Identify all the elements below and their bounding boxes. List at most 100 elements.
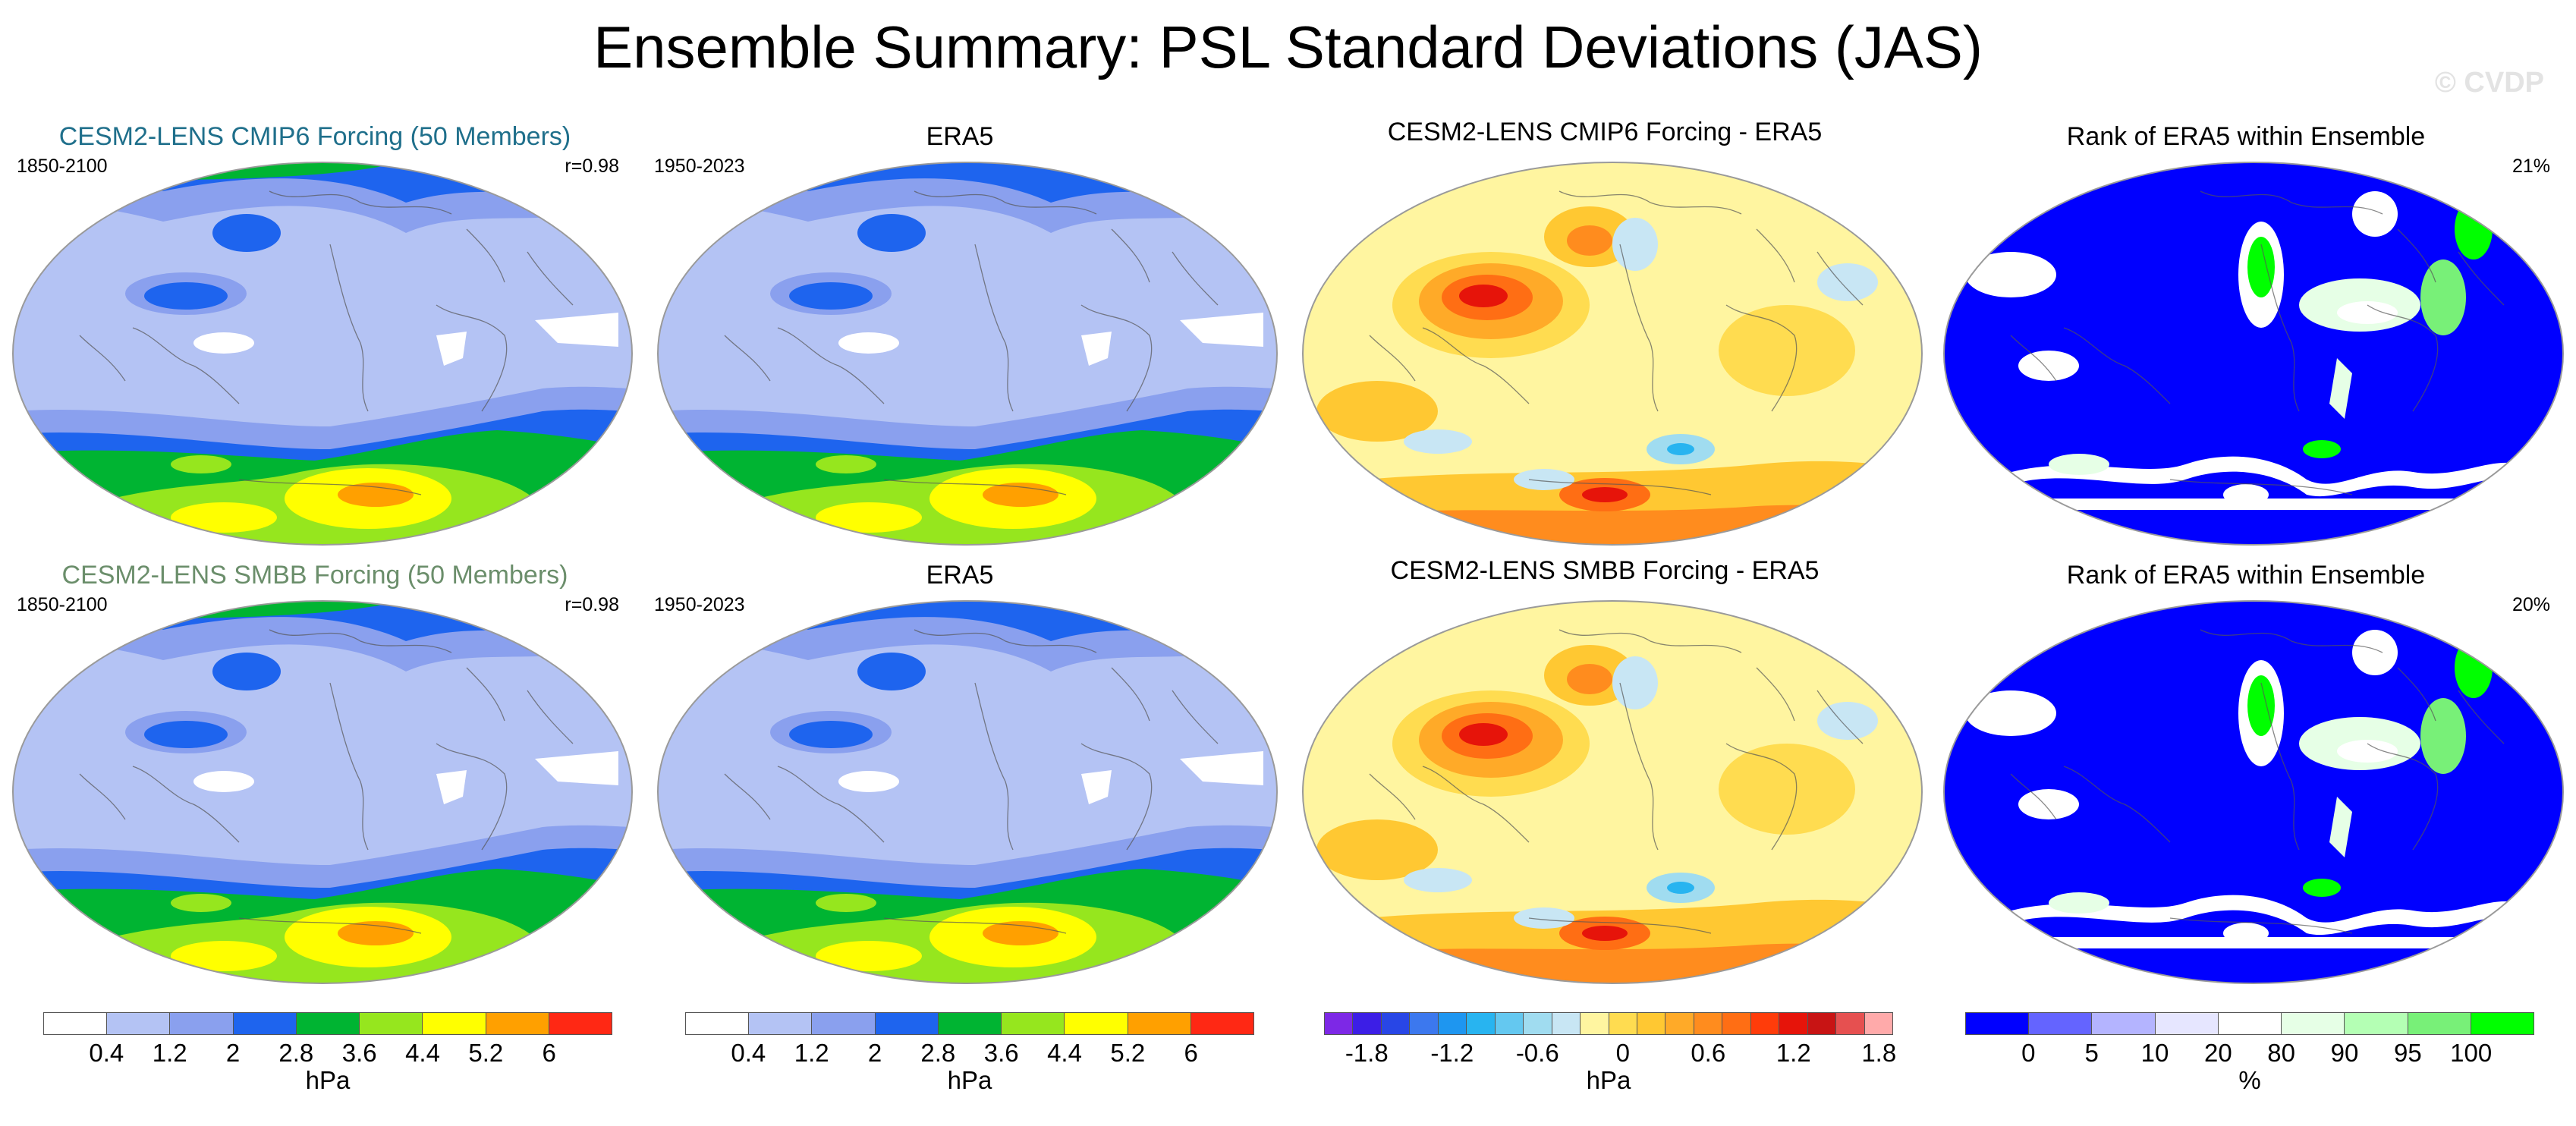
colorbar-tick-label: 0.4 bbox=[89, 1039, 124, 1067]
correlation-label: r=0.98 bbox=[565, 156, 619, 177]
rank-percent-label: 20% bbox=[2512, 594, 2550, 615]
colorbar-swatch bbox=[749, 1013, 813, 1034]
std-map bbox=[657, 162, 1278, 546]
colorbar-swatch bbox=[170, 1013, 234, 1034]
colorbar-tick-label: 6 bbox=[542, 1039, 556, 1067]
colorbar-swatch bbox=[486, 1013, 549, 1034]
colorbar-tick-label: 3.6 bbox=[341, 1039, 377, 1067]
colorbar-tick-label: 3.6 bbox=[983, 1039, 1019, 1067]
colorbar-swatch bbox=[423, 1013, 486, 1034]
colorbar-tick-label: 10 bbox=[2140, 1039, 2169, 1067]
colorbar-swatch bbox=[1836, 1013, 1865, 1034]
colorbar-tick-label: 0 bbox=[2021, 1039, 2036, 1067]
colorbar-swatch bbox=[1807, 1013, 1837, 1034]
colorbar-unit: hPa bbox=[1586, 1066, 1631, 1094]
colorbar-tick-label: 100 bbox=[2450, 1039, 2493, 1067]
period-label: 1850-2100 bbox=[17, 594, 108, 615]
colorbar-std-2: 0.4 1.2 2 2.8 3.6 4.4 5.2 6 hPa bbox=[685, 1012, 1254, 1126]
colorbar-tick-label: 4.4 bbox=[1047, 1039, 1082, 1067]
diff-map bbox=[1302, 162, 1923, 546]
figure-title: Ensemble Summary: PSL Standard Deviation… bbox=[593, 14, 1983, 80]
colorbar-swatch bbox=[1609, 1013, 1637, 1034]
std-map bbox=[12, 600, 633, 984]
colorbar-tick-label: 80 bbox=[2267, 1039, 2296, 1067]
rank-map bbox=[1943, 600, 2564, 984]
colorbar-swatch bbox=[1190, 1013, 1253, 1034]
colorbar-tick-label: -1.8 bbox=[1345, 1039, 1389, 1067]
colorbar-swatch bbox=[549, 1013, 612, 1034]
colorbar-tick-label: 6 bbox=[1184, 1039, 1198, 1067]
colorbar-tick-label: 95 bbox=[2393, 1039, 2422, 1067]
colorbar-tick-label: 0 bbox=[1615, 1039, 1630, 1067]
rank-percent-label: 21% bbox=[2512, 156, 2550, 177]
colorbar-swatch bbox=[1495, 1013, 1524, 1034]
colorbar-swatch bbox=[1381, 1013, 1411, 1034]
colorbar-boxes bbox=[1965, 1012, 2534, 1035]
panel-rank-row2: Rank of ERA5 within Ensemble 20% bbox=[1931, 560, 2564, 992]
colorbar-swatch bbox=[1002, 1013, 1065, 1034]
colorbar-diff: -1.8 -1.2 -0.6 0 0.6 1.2 1.8 hPa bbox=[1324, 1012, 1897, 1126]
colorbar-swatch bbox=[296, 1013, 360, 1034]
period-label: 1950-2023 bbox=[654, 594, 745, 615]
colorbar-swatch bbox=[875, 1013, 939, 1034]
panel-title: CESM2-LENS SMBB Forcing - ERA5 bbox=[1390, 556, 1820, 585]
panel-title: Rank of ERA5 within Ensemble bbox=[2066, 122, 2426, 151]
colorbar-tick-label: 90 bbox=[2330, 1039, 2359, 1067]
colorbar-swatch bbox=[1581, 1013, 1609, 1034]
colorbar-tick-label: 2.8 bbox=[920, 1039, 956, 1067]
colorbar-tick-label: 0.4 bbox=[731, 1039, 766, 1067]
colorbar-swatch bbox=[1864, 1013, 1893, 1034]
colorbar-tick-label: 1.2 bbox=[1776, 1039, 1811, 1067]
colorbar-swatch bbox=[1779, 1013, 1808, 1034]
colorbar-swatch bbox=[1524, 1013, 1552, 1034]
panel-title: Rank of ERA5 within Ensemble bbox=[2066, 561, 2426, 590]
colorbar-tick-label: -0.6 bbox=[1515, 1039, 1559, 1067]
colorbar-tick-label: 5 bbox=[2084, 1039, 2099, 1067]
panel-model-std-row1: CESM2-LENS CMIP6 Forcing (50 Members) 18… bbox=[0, 121, 633, 554]
colorbar-swatch bbox=[44, 1013, 108, 1034]
colorbar-swatch bbox=[1722, 1013, 1751, 1034]
colorbar-swatch bbox=[1694, 1013, 1723, 1034]
colorbar-swatch bbox=[1467, 1013, 1496, 1034]
diff-map bbox=[1302, 600, 1923, 984]
colorbar-swatch bbox=[812, 1013, 876, 1034]
colorbar-tick-label: 0.6 bbox=[1691, 1039, 1726, 1067]
std-map bbox=[12, 162, 633, 546]
colorbar-swatch bbox=[1325, 1013, 1354, 1034]
colorbar-boxes bbox=[685, 1012, 1254, 1035]
colorbar-tick-label: 4.4 bbox=[405, 1039, 440, 1067]
period-label: 1950-2023 bbox=[654, 156, 745, 177]
colorbar-swatch bbox=[2345, 1013, 2408, 1034]
colorbar-tick-label: 2 bbox=[867, 1039, 882, 1067]
panel-obs-std-row1: ERA5 1950-2023 bbox=[645, 121, 1278, 554]
colorbar-swatch bbox=[2029, 1013, 2093, 1034]
colorbar-swatch bbox=[1353, 1013, 1382, 1034]
panel-title: CESM2-LENS CMIP6 Forcing (50 Members) bbox=[58, 122, 571, 151]
colorbar-tick-label: 20 bbox=[2203, 1039, 2232, 1067]
colorbar-swatch bbox=[1665, 1013, 1694, 1034]
colorbar-swatch bbox=[1552, 1013, 1581, 1034]
colorbar-tick-label: 1.2 bbox=[794, 1039, 829, 1067]
colorbar-swatch bbox=[1966, 1013, 2030, 1034]
colorbar-unit: hPa bbox=[305, 1066, 351, 1094]
rank-map bbox=[1943, 162, 2564, 546]
colorbar-tick-label: 2.8 bbox=[278, 1039, 314, 1067]
panel-rank-row1: Rank of ERA5 within Ensemble 21% bbox=[1931, 121, 2564, 554]
colorbar-swatch bbox=[1065, 1013, 1128, 1034]
colorbar-swatch bbox=[233, 1013, 297, 1034]
panel-title: CESM2-LENS SMBB Forcing (50 Members) bbox=[61, 561, 568, 590]
colorbar-swatch bbox=[2282, 1013, 2345, 1034]
colorbar-tick-label: 5.2 bbox=[468, 1039, 504, 1067]
panel-title: CESM2-LENS CMIP6 Forcing - ERA5 bbox=[1387, 118, 1823, 146]
cvdp-watermark: © CVDP bbox=[2434, 67, 2544, 99]
colorbar-swatch bbox=[2092, 1013, 2156, 1034]
panel-title: ERA5 bbox=[926, 561, 994, 590]
colorbar-swatch bbox=[1750, 1013, 1780, 1034]
panel-obs-std-row2: ERA5 1950-2023 bbox=[645, 560, 1278, 992]
colorbar-swatch bbox=[1410, 1013, 1439, 1034]
colorbar-tick-label: 1.8 bbox=[1861, 1039, 1897, 1067]
colorbar-swatch bbox=[1438, 1013, 1467, 1034]
colorbar-tick-label: 5.2 bbox=[1110, 1039, 1146, 1067]
colorbar-swatch bbox=[1128, 1013, 1191, 1034]
colorbar-swatch bbox=[107, 1013, 171, 1034]
